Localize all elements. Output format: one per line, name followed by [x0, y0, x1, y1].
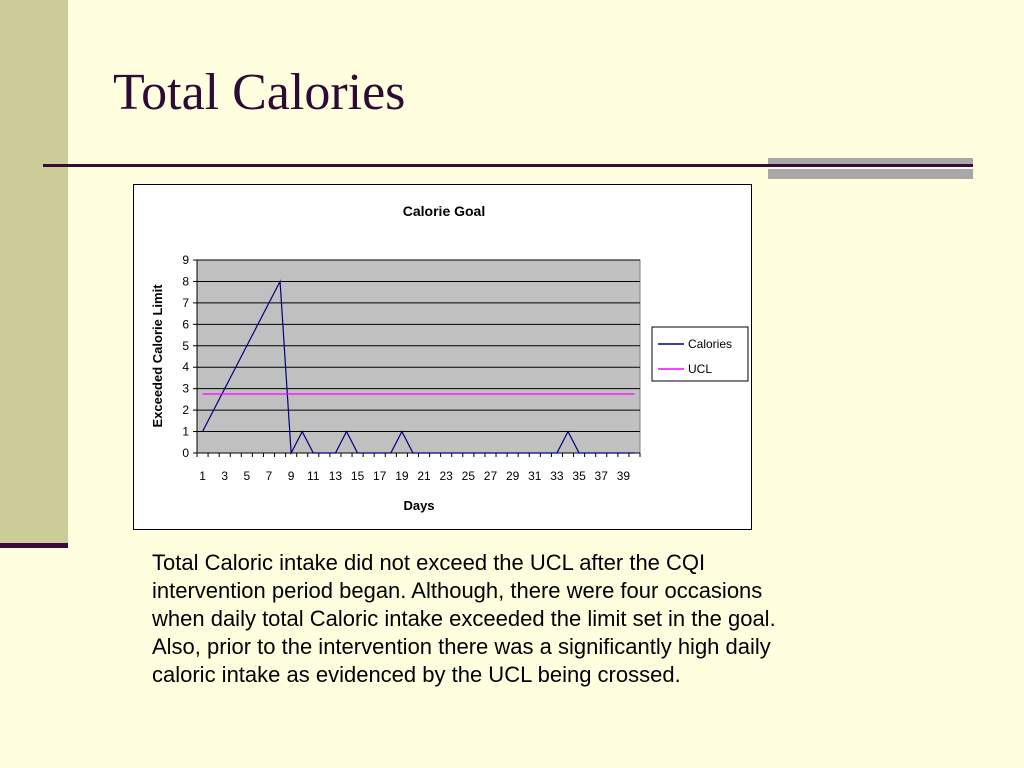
divider-accent-bottom — [768, 169, 973, 179]
x-tick-label: 33 — [550, 469, 564, 483]
x-tick-label: 31 — [528, 469, 542, 483]
y-tick-label: 0 — [182, 446, 189, 460]
y-axis-label: Exceeded Calorie Limit — [150, 284, 165, 428]
y-tick-label: 3 — [182, 382, 189, 396]
x-tick-label: 5 — [243, 469, 250, 483]
x-tick-label: 21 — [417, 469, 431, 483]
x-tick-label: 13 — [329, 469, 343, 483]
x-tick-label: 11 — [307, 469, 320, 483]
side-band — [0, 0, 68, 548]
y-tick-label: 5 — [182, 339, 189, 353]
x-tick-label: 19 — [395, 469, 409, 483]
y-tick-label: 2 — [182, 403, 189, 417]
x-tick-label: 9 — [288, 469, 295, 483]
slide-body-text: Total Caloric intake did not exceed the … — [152, 549, 892, 689]
chart-container: Calorie Goal Days Exceeded Calorie Limit… — [133, 184, 752, 530]
x-tick-label: 15 — [351, 469, 365, 483]
x-tick-label: 35 — [572, 469, 586, 483]
y-tick-label: 1 — [182, 425, 189, 439]
x-tick-label: 1 — [199, 469, 206, 483]
x-tick-label: 23 — [440, 469, 454, 483]
x-tick-label: 3 — [221, 469, 228, 483]
body-line: caloric intake as evidenced by the UCL b… — [152, 662, 681, 687]
body-line: Also, prior to the intervention there wa… — [152, 634, 771, 659]
y-tick-label: 6 — [182, 317, 189, 331]
title-divider — [43, 164, 973, 167]
x-tick-label: 17 — [373, 469, 387, 483]
y-tick-label: 9 — [182, 253, 189, 267]
side-band-accent — [0, 543, 68, 548]
chart-title: Calorie Goal — [403, 203, 485, 219]
plot-area — [196, 259, 641, 454]
x-tick-label: 25 — [462, 469, 476, 483]
calories-series-line — [202, 279, 635, 456]
x-tick-label: 39 — [617, 469, 631, 483]
legend-label: Calories — [688, 337, 732, 351]
x-axis-label: Days — [403, 498, 434, 513]
body-line: when daily total Caloric intake exceeded… — [152, 606, 776, 631]
y-tick-label: 4 — [182, 360, 189, 374]
body-line: intervention period began. Although, the… — [152, 578, 763, 603]
legend-label: UCL — [688, 362, 712, 376]
x-tick-label: 29 — [506, 469, 520, 483]
chart-legend — [651, 326, 749, 382]
calorie-goal-chart: Calorie Goal Days Exceeded Calorie Limit… — [150, 203, 749, 513]
divider-accent-top — [768, 158, 973, 164]
x-tick-label: 37 — [595, 469, 609, 483]
body-line: Total Caloric intake did not exceed the … — [152, 550, 706, 575]
x-tick-label: 27 — [484, 469, 498, 483]
x-tick-label: 7 — [266, 469, 273, 483]
slide-title: Total Calories — [113, 64, 406, 121]
y-tick-label: 7 — [182, 296, 189, 310]
y-tick-label: 8 — [182, 274, 189, 288]
